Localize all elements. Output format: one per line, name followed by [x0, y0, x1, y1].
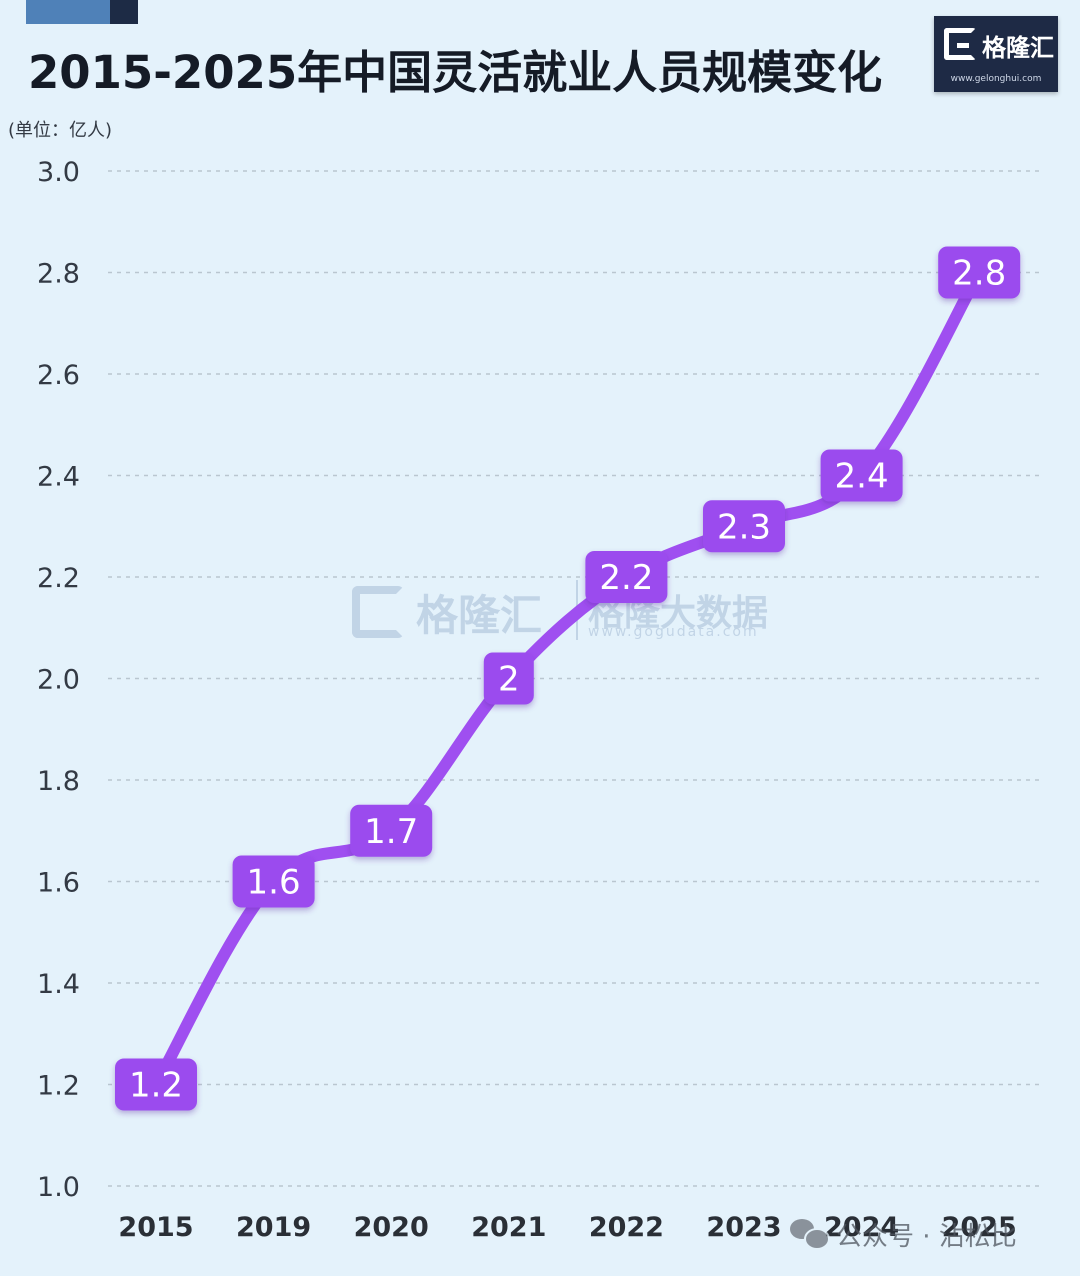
y-tick-label: 2.2: [37, 563, 80, 594]
data-label: 2.3: [717, 507, 771, 547]
x-tick-label: 2021: [471, 1212, 546, 1243]
watermark-name: 格隆汇: [416, 591, 543, 640]
corner-tab: [26, 0, 138, 24]
data-point: 2.3: [703, 500, 785, 553]
data-point: 1.2: [115, 1058, 197, 1111]
y-tick-label: 1.6: [37, 868, 80, 899]
data-label: 1.6: [247, 863, 301, 903]
y-tick-label: 2.6: [37, 360, 80, 391]
data-point: 2.2: [585, 551, 668, 603]
data-point: 1.6: [232, 855, 315, 908]
watermark-url: www.gogudata.com: [588, 624, 759, 640]
logo-url: www.gelonghui.com: [950, 74, 1042, 84]
data-label-box: [350, 804, 433, 857]
watermark-logo-icon: [352, 586, 404, 638]
y-tick-label: 1.2: [37, 1071, 80, 1102]
data-label-box: [585, 551, 668, 603]
data-label: 1.2: [129, 1066, 183, 1106]
x-tick-label: 2019: [236, 1212, 311, 1243]
y-tick-label: 3.0: [37, 157, 80, 188]
data-label-box: [483, 652, 534, 705]
data-label: 2: [498, 660, 520, 700]
logo-g-icon: [944, 28, 976, 60]
data-point: 2: [483, 652, 534, 705]
data-label-box: [115, 1058, 197, 1111]
y-tick-label: 2.8: [37, 259, 80, 290]
data-label: 2.2: [599, 558, 653, 598]
chart-title: 2015-2025年中国灵活就业人员规模变化: [28, 46, 883, 99]
y-tick-label: 1.8: [37, 766, 80, 797]
y-tick-label: 2.0: [37, 665, 80, 696]
x-tick-label: 2024: [824, 1212, 899, 1243]
x-tick-label: 2020: [354, 1212, 429, 1243]
brand-logo: 格隆汇 www.gelonghui.com: [934, 16, 1058, 92]
x-tick-label: 2015: [118, 1212, 193, 1243]
data-label-box: [938, 246, 1021, 299]
watermark: 格隆汇 格隆大数据 www.gogudata.com: [350, 580, 790, 650]
data-label: 2.4: [835, 457, 889, 497]
data-label: 1.7: [364, 812, 418, 852]
footer-text: 公众号 · 沾松比: [836, 1221, 1017, 1252]
y-tick-label: 1.0: [37, 1172, 80, 1203]
data-label: 2.8: [952, 254, 1006, 294]
y-tick-label: 1.4: [37, 969, 80, 1000]
wechat-icon: [790, 1219, 830, 1250]
data-label-box: [232, 855, 315, 908]
data-label-box: [820, 449, 903, 502]
footer-account: 公众号 · 沾松比: [790, 1214, 1017, 1254]
y-tick-label: 2.4: [37, 462, 80, 493]
logo-name: 格隆汇: [982, 34, 1054, 62]
data-label-box: [703, 500, 785, 553]
data-point: 2.4: [820, 449, 903, 502]
x-tick-label: 2022: [589, 1212, 664, 1243]
x-tick-label: 2023: [706, 1212, 781, 1243]
x-tick-label: 2025: [942, 1212, 1017, 1243]
data-point: 1.7: [350, 804, 433, 857]
data-point: 2.8: [938, 246, 1021, 299]
unit-label: (单位：亿人): [8, 120, 113, 141]
